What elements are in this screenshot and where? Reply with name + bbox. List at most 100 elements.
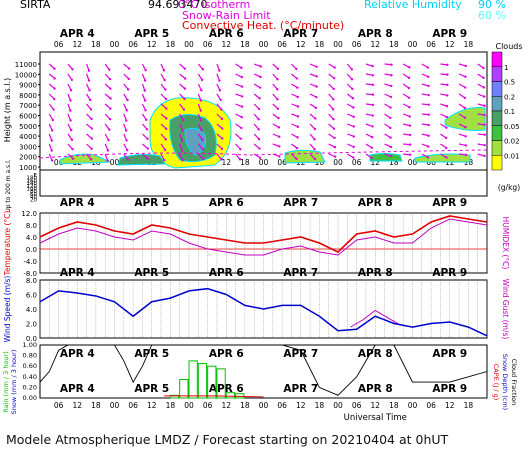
wind-barb-head bbox=[371, 103, 375, 107]
wind-barb-head bbox=[259, 65, 262, 68]
wind-barb-head bbox=[371, 83, 375, 86]
cape-axis-title: CAPE (J / g) bbox=[492, 364, 500, 401]
bottom-hour-label: 12 bbox=[445, 401, 455, 410]
wind-barb-head bbox=[50, 139, 53, 142]
cloud-bottom-hour-label: 06 bbox=[352, 158, 362, 167]
wind-barb-head bbox=[144, 109, 147, 112]
wind-barb-head bbox=[278, 135, 281, 138]
wind-barb-head bbox=[463, 96, 467, 100]
wind-barb-head bbox=[90, 137, 94, 140]
top-hour-label: 12 bbox=[221, 40, 231, 49]
temperature-line bbox=[39, 215, 488, 253]
wind-barb-head bbox=[89, 158, 93, 161]
temp-tick-label: 12.0 bbox=[21, 210, 37, 218]
wind-barb-head bbox=[199, 109, 202, 112]
wind-barb-head bbox=[483, 113, 486, 117]
wind-barb-head bbox=[370, 146, 374, 149]
mid2-day-label: APR 8 bbox=[358, 267, 393, 279]
wind-barb-head bbox=[276, 107, 280, 110]
cloud-blob-apr9-low bbox=[414, 153, 471, 163]
top-hour-label: 06 bbox=[352, 40, 362, 49]
cloud-bottom-hour-label: 00 bbox=[110, 158, 120, 167]
mid3-day-label: APR 7 bbox=[283, 348, 318, 360]
bottom-day-label: APR 5 bbox=[134, 383, 169, 395]
wind-barb-head bbox=[482, 76, 485, 80]
top-hour-label: 00 bbox=[333, 40, 343, 49]
temp-tick-label: -8.0 bbox=[23, 270, 37, 278]
wind-barb-head bbox=[483, 104, 486, 107]
wind-barb-head bbox=[427, 113, 430, 116]
wind-barb-head bbox=[126, 148, 129, 152]
bottom-hour-label: 12 bbox=[221, 401, 231, 410]
wind-barb-head bbox=[407, 76, 411, 80]
wind-barb-head bbox=[407, 96, 411, 100]
bottom-hour-label: 06 bbox=[54, 401, 64, 410]
colorbar-swatch bbox=[491, 125, 503, 141]
wind-barb-head bbox=[482, 86, 486, 89]
wind-barb-head bbox=[164, 138, 167, 141]
wind-tick-label: 2.0 bbox=[26, 321, 37, 329]
mid1-day-label: APR 8 bbox=[358, 197, 393, 209]
wind-barb-head bbox=[445, 115, 448, 119]
bottom-hour-label: 00 bbox=[184, 401, 194, 410]
wind-barb-head bbox=[88, 89, 91, 92]
wind-barb-head bbox=[109, 87, 112, 90]
wind-barb-head bbox=[106, 149, 110, 152]
wind-barb-head bbox=[464, 75, 467, 78]
wind-barb-head bbox=[483, 143, 486, 147]
legend-isotherm: 0°C isotherm bbox=[178, 0, 251, 11]
low-tick-label: 140 bbox=[27, 181, 38, 187]
top-hour-label: 18 bbox=[389, 40, 399, 49]
site-name: SIRTA bbox=[20, 0, 51, 11]
precip-tick-label: 0.40 bbox=[23, 373, 37, 381]
wind-barb-head bbox=[370, 136, 374, 139]
wind-barb-head bbox=[90, 127, 94, 130]
low-tick-label: 60 bbox=[30, 192, 37, 198]
cloud-blob-apr7 bbox=[284, 149, 326, 164]
cloud-blob-apr5-core bbox=[184, 127, 206, 156]
wind-barb-head bbox=[332, 117, 335, 121]
mid3-day-label: APR 4 bbox=[60, 348, 95, 360]
wind-barb-head bbox=[53, 67, 56, 70]
wind-barb-head bbox=[71, 157, 75, 160]
wind-barb-head bbox=[371, 64, 374, 68]
wind-barb-head bbox=[426, 66, 430, 69]
snow-axis-title: Snow (mm / 3 hour) bbox=[10, 350, 18, 415]
cloud-fraction-line bbox=[39, 344, 488, 396]
cloudfraction-axis-title: Cloud Fraction bbox=[510, 359, 518, 406]
wind-barb-head bbox=[333, 77, 336, 80]
wind-barb-head bbox=[315, 65, 318, 68]
wind-barb-head bbox=[314, 106, 318, 110]
temp-tick-label: 8.0 bbox=[26, 222, 37, 230]
wind-barb-head bbox=[146, 147, 149, 150]
wind-barb-head bbox=[352, 145, 355, 149]
panel-frame-cloud bbox=[39, 51, 488, 171]
wind-barb-head bbox=[408, 133, 412, 137]
wind-barb-head bbox=[258, 86, 262, 89]
bottom-day-label: APR 8 bbox=[358, 383, 393, 395]
wind-barb-head bbox=[143, 89, 147, 92]
site-coords: 94.693470 bbox=[148, 0, 208, 11]
wind-barb-head bbox=[389, 116, 392, 120]
bottom-hour-label: 18 bbox=[166, 401, 176, 410]
wind-barb-head bbox=[50, 149, 53, 152]
top-hour-label: 18 bbox=[315, 40, 325, 49]
cloud-bottom-hour-label: 12 bbox=[370, 158, 380, 167]
height-tick-label: 7000 bbox=[19, 102, 37, 110]
wind-barb-head bbox=[463, 116, 467, 119]
wind-barb-head bbox=[427, 145, 430, 148]
low-tick-label: E bbox=[34, 173, 38, 179]
wind-barb-head bbox=[408, 66, 411, 69]
bottom-hour-label: 06 bbox=[277, 401, 287, 410]
wind-barb-head bbox=[389, 126, 392, 130]
bottom-hour-label: 00 bbox=[408, 401, 418, 410]
precip-tick-label: 0.80 bbox=[23, 352, 37, 360]
wind-barb-head bbox=[182, 108, 186, 111]
wind-barb-head bbox=[218, 89, 222, 92]
wind-barb-head bbox=[389, 136, 392, 139]
snowdepth-axis-title: Snow Depth (cm) bbox=[501, 354, 509, 410]
wind-barb-head bbox=[258, 147, 261, 150]
wind-barb-head bbox=[239, 147, 242, 151]
bottom-day-label: APR 9 bbox=[432, 383, 467, 395]
